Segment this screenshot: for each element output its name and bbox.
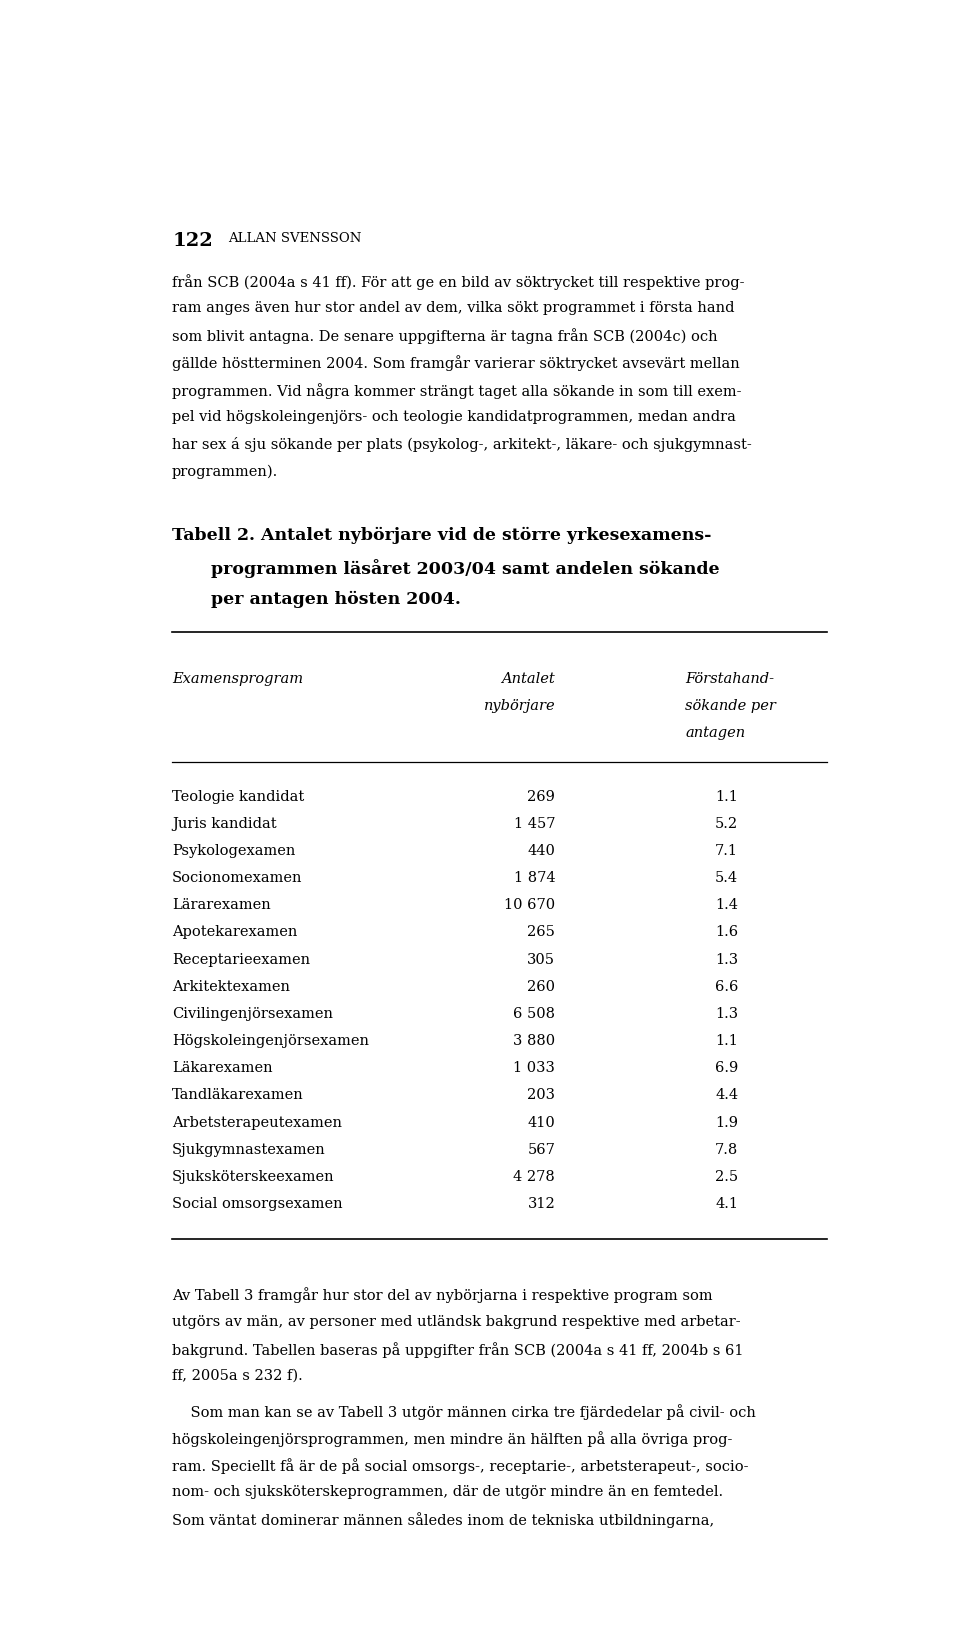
Text: Psykologexamen: Psykologexamen bbox=[172, 843, 296, 858]
Text: Förstahand-: Förstahand- bbox=[685, 673, 775, 686]
Text: 7.8: 7.8 bbox=[715, 1142, 738, 1157]
Text: 1.6: 1.6 bbox=[715, 926, 738, 939]
Text: 1.1: 1.1 bbox=[715, 1034, 738, 1049]
Text: Social omsorgsexamen: Social omsorgsexamen bbox=[172, 1196, 343, 1211]
Text: 4.1: 4.1 bbox=[715, 1196, 738, 1211]
Text: Högskoleingenjörsexamen: Högskoleingenjörsexamen bbox=[172, 1034, 369, 1049]
Text: 567: 567 bbox=[527, 1142, 555, 1157]
Text: 265: 265 bbox=[527, 926, 555, 939]
Text: 6.6: 6.6 bbox=[715, 980, 738, 994]
Text: nom- och sjuksköterskeprogrammen, där de utgör mindre än en femtedel.: nom- och sjuksköterskeprogrammen, där de… bbox=[172, 1485, 723, 1500]
Text: 122: 122 bbox=[172, 233, 213, 251]
Text: Som man kan se av Tabell 3 utgör männen cirka tre fjärdedelar på civil- och: Som man kan se av Tabell 3 utgör männen … bbox=[172, 1403, 756, 1419]
Text: Som väntat dominerar männen således inom de tekniska utbildningarna,: Som väntat dominerar männen således inom… bbox=[172, 1513, 714, 1528]
Text: Receptarieexamen: Receptarieexamen bbox=[172, 952, 310, 967]
Text: bakgrund. Tabellen baseras på uppgifter från SCB (2004a s 41 ff, 2004b s 61: bakgrund. Tabellen baseras på uppgifter … bbox=[172, 1342, 744, 1357]
Text: 7.1: 7.1 bbox=[715, 843, 738, 858]
Text: pel vid högskoleingenjörs- och teologie kandidatprogrammen, medan andra: pel vid högskoleingenjörs- och teologie … bbox=[172, 410, 736, 423]
Text: ff, 2005a s 232 f).: ff, 2005a s 232 f). bbox=[172, 1369, 302, 1383]
Text: 1.1: 1.1 bbox=[715, 789, 738, 804]
Text: Lärarexamen: Lärarexamen bbox=[172, 898, 271, 912]
Text: ram anges även hur stor andel av dem, vilka sökt programmet i första hand: ram anges även hur stor andel av dem, vi… bbox=[172, 302, 734, 315]
Text: har sex á sju sökande per plats (psykolog-, arkitekt-, läkare- och sjukgymnast-: har sex á sju sökande per plats (psykolo… bbox=[172, 437, 752, 451]
Text: 1 457: 1 457 bbox=[514, 817, 555, 830]
Text: 5.2: 5.2 bbox=[715, 817, 738, 830]
Text: 1.4: 1.4 bbox=[715, 898, 738, 912]
Text: 6.9: 6.9 bbox=[715, 1062, 738, 1075]
Text: 260: 260 bbox=[527, 980, 555, 994]
Text: 1.3: 1.3 bbox=[715, 1008, 738, 1021]
Text: programmen läsåret 2003/04 samt andelen sökande: programmen läsåret 2003/04 samt andelen … bbox=[211, 560, 719, 578]
Text: Arkitektexamen: Arkitektexamen bbox=[172, 980, 290, 994]
Text: Tandläkarexamen: Tandläkarexamen bbox=[172, 1088, 303, 1103]
Text: programmen).: programmen). bbox=[172, 464, 278, 479]
Text: 5.4: 5.4 bbox=[715, 871, 738, 884]
Text: 203: 203 bbox=[527, 1088, 555, 1103]
Text: som blivit antagna. De senare uppgifterna är tagna från SCB (2004c) och: som blivit antagna. De senare uppgiftern… bbox=[172, 328, 718, 345]
Text: 1 033: 1 033 bbox=[514, 1062, 555, 1075]
Text: ram. Speciellt få är de på social omsorgs-, receptarie-, arbetsterapeut-, socio-: ram. Speciellt få är de på social omsorg… bbox=[172, 1457, 749, 1474]
Text: per antagen hösten 2004.: per antagen hösten 2004. bbox=[211, 591, 461, 609]
Text: Socionomexamen: Socionomexamen bbox=[172, 871, 302, 884]
Text: Civilingenjörsexamen: Civilingenjörsexamen bbox=[172, 1008, 333, 1021]
Text: programmen. Vid några kommer strängt taget alla sökande in som till exem-: programmen. Vid några kommer strängt tag… bbox=[172, 382, 741, 399]
Text: 1.3: 1.3 bbox=[715, 952, 738, 967]
Text: 305: 305 bbox=[527, 952, 555, 967]
Text: Arbetsterapeutexamen: Arbetsterapeutexamen bbox=[172, 1116, 342, 1129]
Text: 3 880: 3 880 bbox=[513, 1034, 555, 1049]
Text: 6 508: 6 508 bbox=[514, 1008, 555, 1021]
Text: 1 874: 1 874 bbox=[514, 871, 555, 884]
Text: 4 278: 4 278 bbox=[514, 1170, 555, 1183]
Text: Av Tabell 3 framgår hur stor del av nybörjarna i respektive program som: Av Tabell 3 framgår hur stor del av nybö… bbox=[172, 1288, 712, 1303]
Text: 440: 440 bbox=[527, 843, 555, 858]
Text: nybörjare: nybörjare bbox=[484, 699, 555, 714]
Text: Teologie kandidat: Teologie kandidat bbox=[172, 789, 304, 804]
Text: ALLAN SVENSSON: ALLAN SVENSSON bbox=[228, 233, 361, 245]
Text: 1.9: 1.9 bbox=[715, 1116, 738, 1129]
Text: Sjukgymnastexamen: Sjukgymnastexamen bbox=[172, 1142, 325, 1157]
Text: sökande per: sökande per bbox=[685, 699, 777, 714]
Text: 410: 410 bbox=[527, 1116, 555, 1129]
Text: Sjuksköterskeexamen: Sjuksköterskeexamen bbox=[172, 1170, 335, 1183]
Text: Apotekarexamen: Apotekarexamen bbox=[172, 926, 298, 939]
Text: gällde höstterminen 2004. Som framgår varierar söktrycket avsevärt mellan: gällde höstterminen 2004. Som framgår va… bbox=[172, 356, 740, 371]
Text: Tabell 2. Antalet nybörjare vid de större yrkesexamens-: Tabell 2. Antalet nybörjare vid de störr… bbox=[172, 527, 711, 543]
Text: Läkarexamen: Läkarexamen bbox=[172, 1062, 273, 1075]
Text: 312: 312 bbox=[527, 1196, 555, 1211]
Text: utgörs av män, av personer med utländsk bakgrund respektive med arbetar-: utgörs av män, av personer med utländsk … bbox=[172, 1314, 741, 1329]
Text: 2.5: 2.5 bbox=[715, 1170, 738, 1183]
Text: Juris kandidat: Juris kandidat bbox=[172, 817, 276, 830]
Text: högskoleingenjörsprogrammen, men mindre än hälften på alla övriga prog-: högskoleingenjörsprogrammen, men mindre … bbox=[172, 1431, 732, 1447]
Text: 269: 269 bbox=[527, 789, 555, 804]
Text: antagen: antagen bbox=[685, 727, 746, 740]
Text: Examensprogram: Examensprogram bbox=[172, 673, 303, 686]
Text: 4.4: 4.4 bbox=[715, 1088, 738, 1103]
Text: från SCB (2004a s 41 ff). För att ge en bild av söktrycket till respektive prog-: från SCB (2004a s 41 ff). För att ge en … bbox=[172, 274, 745, 290]
Text: 10 670: 10 670 bbox=[504, 898, 555, 912]
Text: Antalet: Antalet bbox=[501, 673, 555, 686]
